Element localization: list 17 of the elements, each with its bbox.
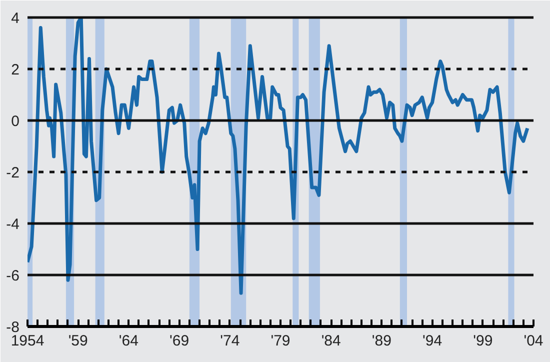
x-tick-label: '64 (118, 332, 138, 350)
x-tick-label: '59 (68, 332, 88, 350)
y-tick-label: -4 (6, 216, 20, 233)
y-tick-label: 2 (11, 62, 20, 78)
x-tick-label: '79 (270, 332, 290, 350)
x-tick-label: '94 (422, 332, 442, 350)
y-tick-label: 0 (11, 113, 20, 130)
y-tick-label: -2 (6, 164, 20, 182)
y-tick-label: -6 (6, 268, 20, 284)
x-tick-label: '04 (524, 332, 544, 350)
x-tick-label: '69 (170, 332, 190, 350)
x-tick-label: '74 (220, 332, 240, 350)
y-tick-label: 4 (11, 10, 20, 27)
x-tick-label: '99 (473, 332, 493, 350)
x-tick-label: '84 (321, 332, 341, 350)
x-tick-label: '89 (372, 332, 392, 350)
line-series (28, 18, 530, 295)
